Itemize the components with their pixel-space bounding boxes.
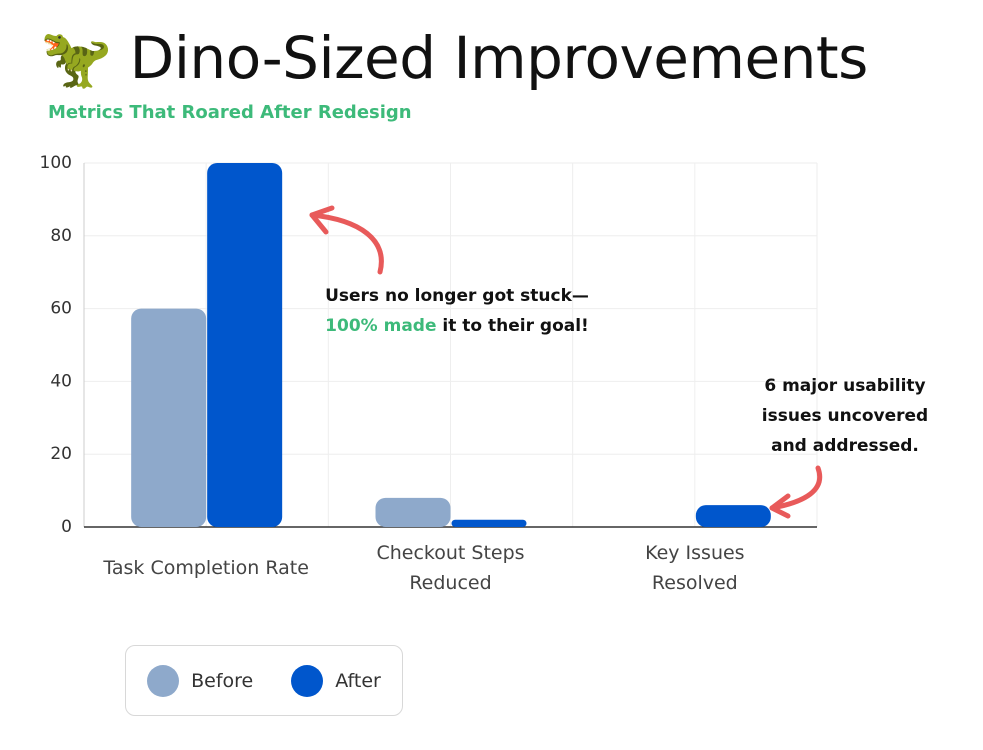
x-tick-label: Checkout Steps Reduced [376,542,525,594]
annotation-line: and addressed. [720,431,970,461]
annotation-line: 6 major usability [720,371,970,401]
legend-item: Before [147,664,254,697]
legend-item: After [291,664,381,697]
legend-swatch [291,664,324,697]
annotation: 6 major usability issues uncovered and add… [720,371,970,461]
legend: Before After [125,645,403,716]
annotation-text: and addressed. [771,436,919,456]
arrow [769,465,823,511]
arrow [309,212,384,275]
y-tick-label: 80 [50,226,72,246]
bar [451,519,527,527]
annotation-line: Users no longer got stuck— [232,281,682,311]
annotation-text: Users no longer got stuck— [325,286,589,306]
legend-label: Before [191,669,254,692]
plot: 0 20 40 60 80 100 [40,153,818,537]
legend-swatch [147,664,180,697]
arrow-head [769,493,791,519]
bar [207,163,283,527]
y-tick-label: 60 [50,299,72,319]
annotation-text: 100% made [325,316,437,336]
annotation-text: it to their goal! [436,316,589,336]
bar [131,308,207,527]
y-tick-label: 20 [50,444,72,464]
legend-label: After [335,669,381,692]
annotation-text: issues uncovered [761,406,929,426]
y-tick-label: 100 [40,153,72,173]
annotation-line: 100% made it to their goal! [232,311,682,341]
x-tick-label: Task Completion Rate [103,557,309,579]
annotation: Users no longer got stuck— 100% made it t… [232,281,682,341]
bar [695,505,771,527]
arrow-head [309,205,335,235]
annotation-text: 6 major usability [764,376,926,396]
x-tick-label: Key Issues Resolved [645,542,745,594]
annotation-line: issues uncovered [720,401,970,431]
y-tick-label: 40 [50,371,72,391]
y-tick-label: 0 [61,517,72,537]
chart-subtitle: Metrics That Roared After Redesign [48,102,412,123]
bar [375,497,451,527]
chart-title: 🦖 Dino-Sized Improvements [40,24,868,92]
